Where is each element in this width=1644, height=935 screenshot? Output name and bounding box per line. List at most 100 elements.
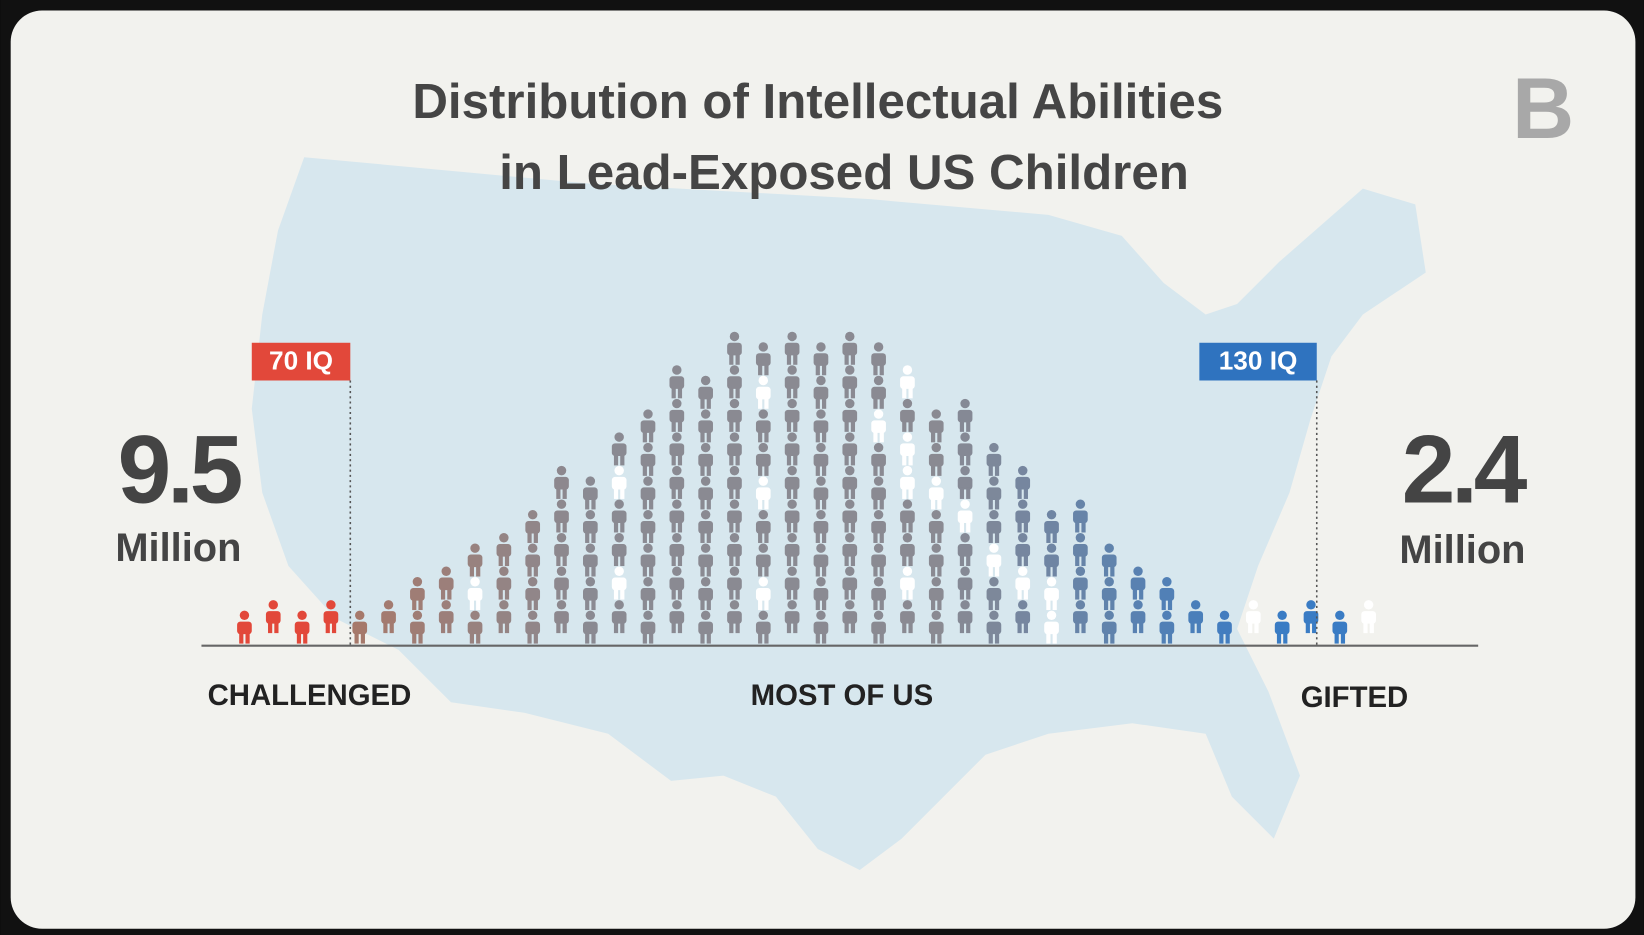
person-icon	[727, 533, 742, 567]
person-icon	[698, 610, 713, 644]
person-icon	[900, 465, 915, 499]
person-icon	[986, 543, 1002, 577]
person-icon	[1159, 577, 1175, 611]
person-icon	[755, 409, 771, 443]
stat-value: 2.4	[1402, 416, 1528, 523]
person-icon	[1073, 499, 1088, 533]
person-icon	[957, 600, 973, 634]
person-icon	[669, 566, 685, 600]
person-icon	[928, 476, 944, 510]
person-icon	[986, 442, 1002, 476]
person-icon	[900, 432, 915, 466]
person-icon	[871, 375, 886, 409]
person-icon	[583, 577, 598, 611]
person-icon	[1130, 600, 1146, 634]
person-icon	[698, 375, 713, 409]
person-icon	[986, 509, 1002, 543]
person-icon	[871, 409, 886, 443]
person-icon	[727, 432, 742, 466]
person-icon	[842, 331, 858, 365]
person-icon	[496, 600, 512, 634]
person-icon	[784, 499, 800, 533]
person-icon	[640, 577, 656, 611]
person-icon	[381, 600, 396, 634]
person-icon	[1015, 600, 1031, 634]
pictograph	[237, 331, 1376, 644]
us-map	[251, 157, 1426, 871]
person-icon	[727, 398, 742, 432]
person-icon	[698, 577, 713, 611]
person-icon	[871, 543, 886, 577]
person-icon	[1130, 566, 1146, 600]
marker-label: 70 IQ	[269, 346, 333, 376]
person-icon	[957, 465, 973, 499]
person-icon	[755, 543, 771, 577]
category-label: GIFTED	[1301, 681, 1409, 714]
person-icon	[784, 600, 800, 634]
person-icon	[698, 509, 713, 543]
person-icon	[900, 566, 915, 600]
person-icon	[871, 577, 886, 611]
person-icon	[928, 577, 944, 611]
person-icon	[928, 543, 944, 577]
person-icon	[525, 543, 541, 577]
person-icon	[957, 533, 973, 567]
person-icon	[1073, 566, 1088, 600]
person-icon	[467, 543, 483, 577]
person-icon	[1015, 533, 1031, 567]
person-icon	[410, 610, 425, 644]
person-icon	[496, 566, 512, 600]
person-icon	[928, 409, 944, 443]
person-icon	[813, 577, 829, 611]
person-icon	[1044, 577, 1059, 611]
person-icon	[1332, 610, 1348, 644]
person-icon	[871, 442, 886, 476]
person-icon	[784, 533, 800, 567]
person-icon	[727, 365, 742, 399]
person-icon	[784, 465, 800, 499]
person-icon	[755, 509, 771, 543]
person-icon	[784, 331, 800, 365]
person-icon	[842, 600, 858, 634]
stat-unit: Million	[115, 526, 241, 570]
person-icon	[813, 509, 829, 543]
person-icon	[871, 476, 886, 510]
person-icon	[928, 442, 944, 476]
person-icon	[583, 509, 598, 543]
person-icon	[611, 432, 627, 466]
person-icon	[640, 543, 656, 577]
person-icon	[842, 365, 858, 399]
person-icon	[669, 499, 685, 533]
person-icon	[755, 442, 771, 476]
person-icon	[1015, 499, 1031, 533]
person-icon	[900, 499, 915, 533]
person-icon	[496, 533, 512, 567]
marker-box	[1199, 342, 1317, 381]
person-icon	[1303, 600, 1319, 634]
person-icon	[727, 499, 742, 533]
title-line: Distribution of Intellectual Abilities	[412, 74, 1223, 129]
person-icon	[784, 365, 800, 399]
person-icon	[583, 543, 598, 577]
person-icon	[583, 476, 598, 510]
person-icon	[727, 331, 742, 365]
person-icon	[669, 465, 685, 499]
person-icon	[554, 566, 569, 600]
person-icon	[755, 577, 771, 611]
person-icon	[352, 610, 368, 644]
person-icon	[1073, 533, 1088, 567]
person-icon	[928, 610, 944, 644]
person-icon	[1361, 600, 1376, 634]
person-icon	[842, 533, 858, 567]
person-icon	[1217, 610, 1232, 644]
person-icon	[554, 533, 569, 567]
person-icon	[265, 600, 281, 634]
person-icon	[611, 499, 627, 533]
person-icon	[1245, 600, 1261, 634]
person-icon	[611, 566, 627, 600]
person-icon	[640, 442, 656, 476]
person-icon	[813, 442, 829, 476]
person-icon	[1101, 610, 1117, 644]
person-icon	[669, 432, 685, 466]
